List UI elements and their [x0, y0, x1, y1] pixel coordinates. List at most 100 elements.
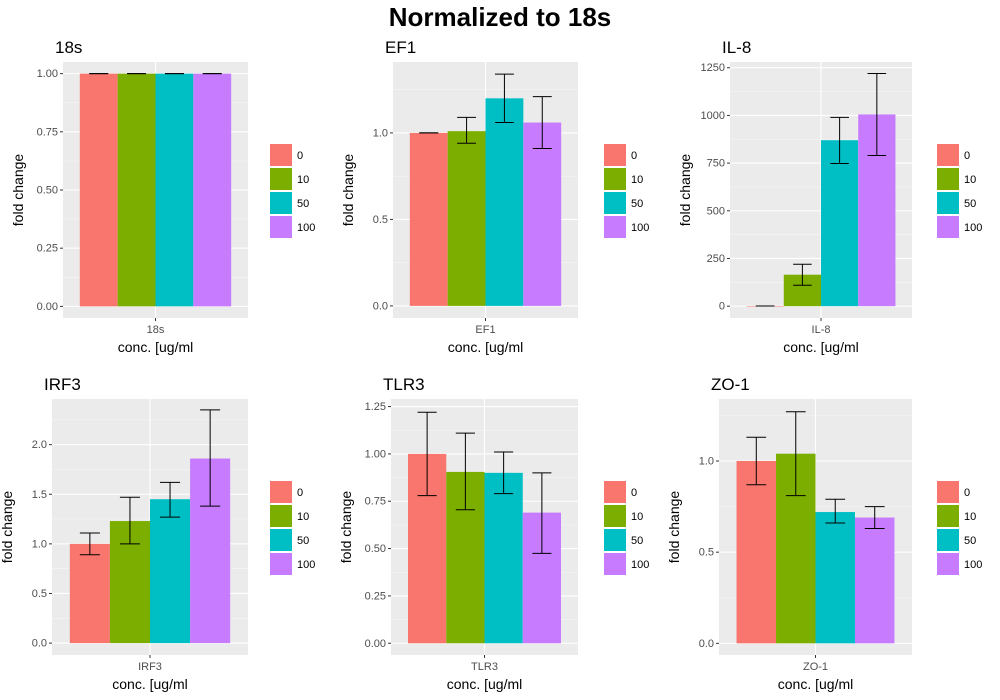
legend-label: 10: [631, 174, 643, 186]
panel-title: 18s: [55, 38, 82, 57]
bar-0: [736, 460, 777, 644]
y-tick-label: 500: [707, 205, 725, 217]
legend-key-50: [604, 529, 626, 551]
y-tick-label: 1250: [701, 62, 725, 74]
bar-100: [523, 122, 562, 306]
y-tick-label: 2.0: [32, 439, 47, 451]
legend: 0 10 50 100: [937, 144, 982, 238]
panel-tlr3: TLR3 0.00 0.25 0.50 0.75 1.00 1.25 TLR3 conc. [u…: [338, 375, 649, 692]
y-axis-label: fold change: [338, 491, 354, 564]
x-tick-label: IL-8: [812, 324, 831, 336]
y-tick-label: 1.0: [373, 127, 388, 139]
legend-label: 0: [297, 150, 303, 162]
x-axis-label: conc. [ug/ml: [778, 676, 853, 692]
y-tick-label: 0.0: [32, 638, 47, 650]
bar-50: [150, 499, 191, 644]
legend-key-50: [937, 529, 959, 551]
legend-key-0: [604, 481, 626, 503]
legend-label: 100: [631, 559, 649, 571]
x-tick-label: TLR3: [471, 661, 498, 673]
legend-label: 10: [297, 174, 309, 186]
y-tick-label: 0.5: [699, 547, 714, 559]
y-tick-label: 1.0: [32, 538, 47, 550]
y-tick-label: 1.00: [37, 68, 58, 80]
legend-key-50: [270, 192, 292, 214]
legend: 0 10 50 100: [604, 144, 649, 238]
bar-10: [117, 73, 156, 307]
legend-label: 0: [297, 487, 303, 499]
y-tick-label: 750: [707, 158, 725, 170]
legend-key-50: [270, 529, 292, 551]
x-tick-label: ZO-1: [803, 661, 828, 673]
y-tick-label: 0.0: [373, 300, 388, 312]
y-axis-label: fold change: [340, 154, 356, 227]
legend-key-100: [270, 216, 292, 238]
panel-18s: 18s 0.00 0.25 0.50 0.75 1.00 18s conc. [ug/ml fo…: [10, 38, 315, 355]
legend: 0 10 50 100: [270, 481, 315, 575]
x-axis-label: conc. [ug/ml: [112, 676, 187, 692]
legend-key-100: [604, 553, 626, 575]
y-tick-label: 0.25: [37, 243, 58, 255]
panel-title: IL-8: [722, 38, 751, 57]
legend-label: 50: [964, 198, 976, 210]
legend-label: 0: [964, 150, 970, 162]
legend-key-10: [937, 505, 959, 527]
y-tick-label: 1.0: [699, 455, 714, 467]
bar-50: [821, 140, 859, 307]
panel-title: ZO-1: [711, 375, 750, 394]
legend-key-50: [937, 192, 959, 214]
legend: 0 10 50 100: [937, 481, 982, 575]
legend-key-10: [270, 168, 292, 190]
panel-title: TLR3: [383, 375, 425, 394]
x-tick-label: EF1: [475, 324, 495, 336]
legend-key-100: [604, 216, 626, 238]
y-tick-label: 1.5: [32, 489, 47, 501]
legend-label: 100: [297, 222, 315, 234]
legend-label: 50: [964, 535, 976, 547]
y-tick-label: 1000: [701, 110, 725, 122]
legend: 0 10 50 100: [604, 481, 649, 575]
bar-0: [79, 73, 118, 307]
legend-label: 10: [964, 511, 976, 523]
legend-key-0: [270, 481, 292, 503]
x-tick-label: IRF3: [138, 661, 162, 673]
y-tick-label: 250: [707, 253, 725, 265]
legend-key-50: [604, 192, 626, 214]
legend-key-100: [937, 553, 959, 575]
legend-label: 10: [631, 511, 643, 523]
legend-label: 10: [964, 174, 976, 186]
legend-label: 0: [631, 487, 637, 499]
legend-key-10: [270, 505, 292, 527]
y-tick-label: 1.25: [365, 401, 386, 413]
legend-label: 50: [631, 198, 643, 210]
bar-100: [854, 517, 895, 644]
bar-50: [155, 73, 194, 307]
panel-title: EF1: [385, 38, 416, 57]
y-tick-label: 0.5: [373, 214, 388, 226]
legend-key-0: [604, 144, 626, 166]
panel-title: IRF3: [44, 375, 81, 394]
legend-label: 0: [964, 487, 970, 499]
panel-irf3: IRF3 0.0 0.5 1.0 1.5 2.0 IRF3 conc. [ug/ml fold …: [0, 375, 315, 692]
panel-ef1: EF1 0.0 0.5 1.0 EF1 conc. [ug/ml fold change 0 1…: [340, 38, 649, 355]
y-tick-label: 0.5: [32, 588, 47, 600]
y-axis-label: fold change: [666, 491, 682, 564]
legend-key-0: [270, 144, 292, 166]
y-tick-label: 0.00: [365, 638, 386, 650]
legend-label: 100: [964, 559, 982, 571]
legend-key-100: [270, 553, 292, 575]
y-tick-label: 0: [719, 301, 725, 313]
bar-100: [193, 73, 232, 307]
legend-key-10: [604, 168, 626, 190]
legend-label: 50: [297, 535, 309, 547]
legend: 0 10 50 100: [270, 144, 315, 238]
bar-50: [815, 512, 855, 644]
legend-key-10: [604, 505, 626, 527]
y-axis-label: fold change: [677, 154, 693, 227]
legend-label: 10: [297, 511, 309, 523]
x-axis-label: conc. [ug/ml: [783, 339, 858, 355]
legend-key-100: [937, 216, 959, 238]
bar-0: [409, 132, 448, 306]
